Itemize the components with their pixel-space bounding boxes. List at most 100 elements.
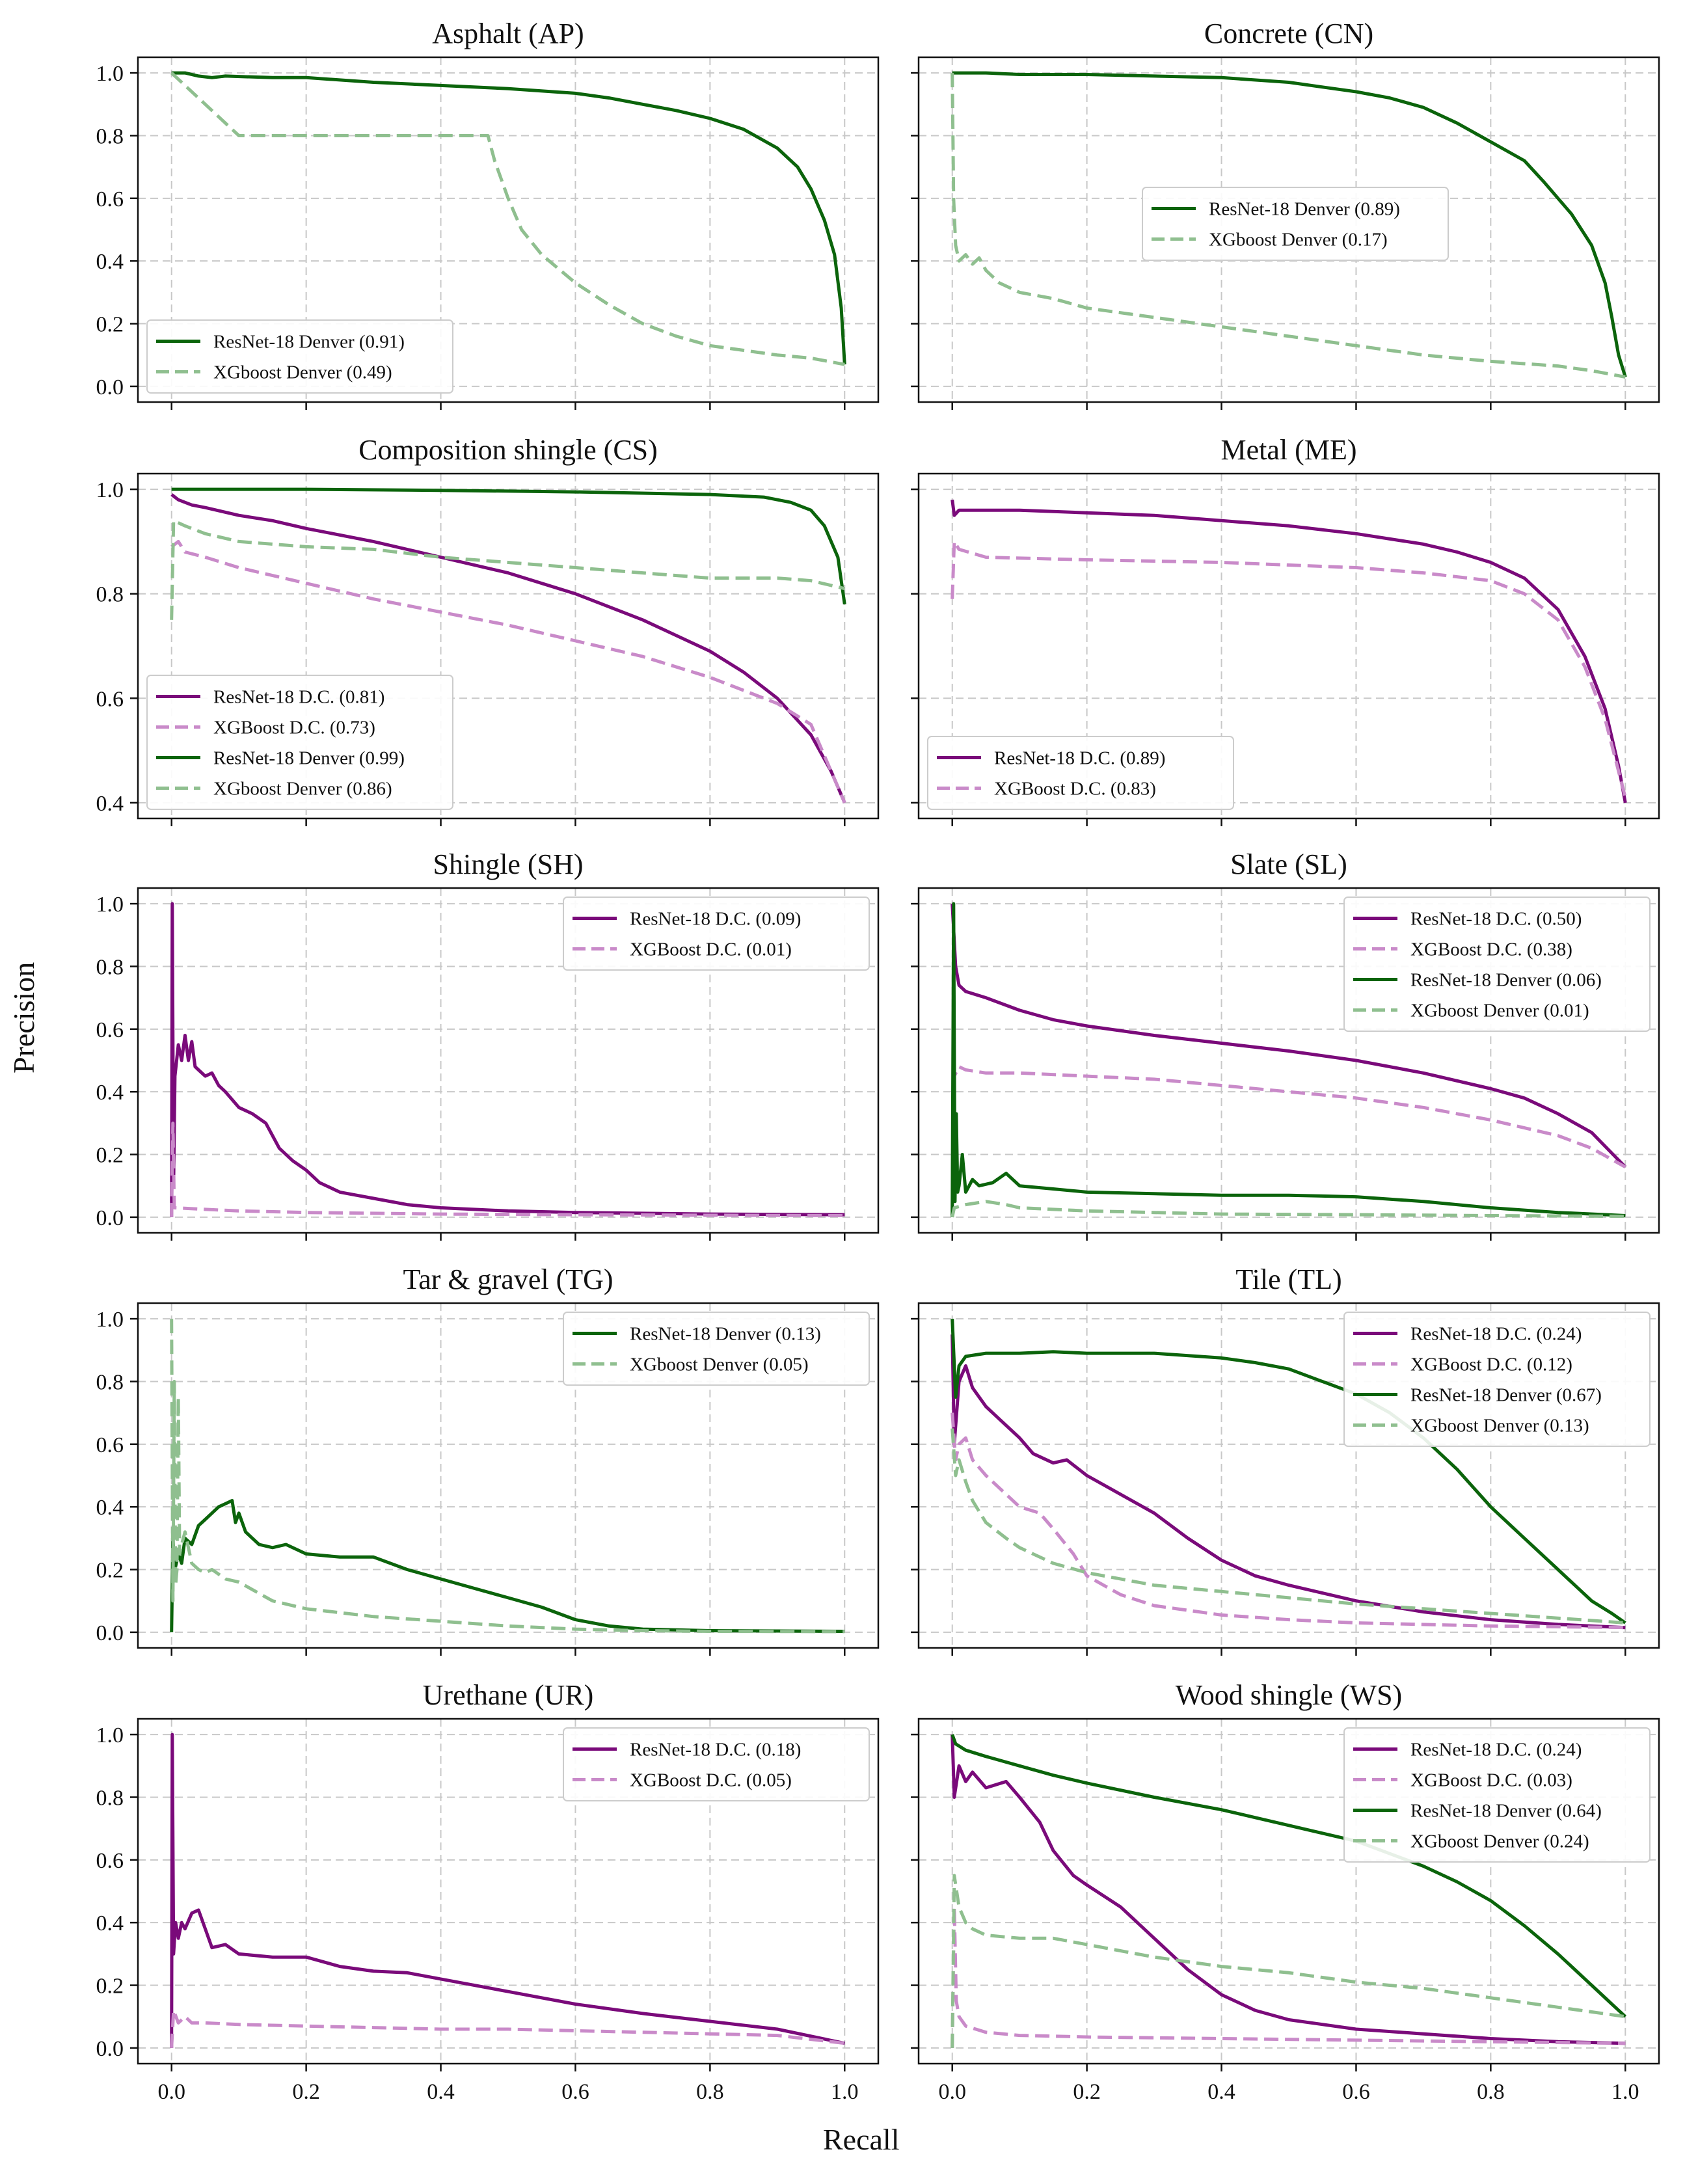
legend-label: XGBoost D.C. (0.05): [630, 1770, 792, 1791]
plot-frame: [137, 1718, 880, 2065]
plot-frame: [137, 1302, 880, 1649]
series-line: [950, 1200, 1626, 1218]
legend-label: ResNet-18 D.C. (0.18): [630, 1740, 801, 1760]
series-line: [950, 902, 1626, 1217]
series-line: [950, 1905, 1626, 2048]
y-tick-label: 0.8: [96, 124, 124, 148]
series-line: [950, 1412, 1626, 1630]
x-tick-label: 0.4: [1207, 2080, 1235, 2104]
y-tick-label: 0.4: [96, 250, 124, 274]
series-line: [950, 1734, 1627, 2018]
y-tick-label: 0.4: [96, 792, 124, 816]
plot-frame: [137, 887, 880, 1234]
series-line: [170, 1319, 845, 1634]
chart-panel: 0.0 0.2 0.4 0.6 0.8 1.0 Wood shingle (WS) ResNe…: [911, 1679, 1660, 2104]
series-line: [950, 1065, 1626, 1211]
chart-panel: 0.0 0.2 0.4 0.6 0.8 1.0 Asphalt (AP) ResNet-18 …: [96, 18, 880, 410]
legend-label: ResNet-18 Denver (0.99): [213, 748, 405, 769]
y-tick-label: 0.8: [96, 1786, 124, 1810]
chart-title: Asphalt (AP): [432, 18, 584, 49]
x-tick-label: 1.0: [1611, 2080, 1639, 2104]
x-tick-label: 0.4: [427, 2080, 455, 2104]
y-tick-label: 0.4: [96, 1496, 124, 1520]
plot-frame: [917, 1302, 1660, 1649]
legend-box: [1142, 187, 1449, 261]
series-line: [950, 1734, 1626, 2045]
legend-label: XGBoost D.C. (0.73): [213, 718, 375, 738]
x-tick-label: 0.8: [1477, 2080, 1505, 2104]
legend-label: XGBoost D.C. (0.01): [630, 939, 792, 960]
chart-title: Tar & gravel (TG): [403, 1263, 613, 1295]
chart-title: Metal (ME): [1221, 434, 1357, 466]
legend: ResNet-18 D.C. (0.09) XGBoost D.C. (0.01): [563, 897, 870, 971]
y-tick-label: 0.2: [96, 313, 124, 337]
y-tick-label: 0.2: [96, 1975, 124, 1999]
y-tick-label: 1.0: [96, 1723, 124, 1747]
y-tick-label: 1.0: [96, 893, 124, 917]
legend: ResNet-18 Denver (0.13) XGboost Denver (0…: [563, 1312, 870, 1386]
legend-label: ResNet-18 Denver (0.89): [1209, 199, 1400, 220]
plot-frame: [137, 56, 880, 403]
legend: ResNet-18 D.C. (0.89) XGBoost D.C. (0.83): [927, 736, 1234, 810]
plot-frame: [917, 472, 1660, 820]
legend-label: XGboost Denver (0.86): [213, 779, 392, 800]
series-line: [950, 539, 1627, 798]
chart-title: Tile (TL): [1235, 1263, 1341, 1295]
y-tick-label: 0.0: [96, 375, 124, 399]
legend: ResNet-18 Denver (0.91) XGboost Denver (0…: [146, 319, 453, 394]
y-tick-label: 0.0: [96, 2037, 124, 2061]
series-line: [170, 1732, 845, 2048]
series-line: [171, 71, 846, 365]
legend: ResNet-18 Denver (0.89) XGboost Denver (0…: [1142, 187, 1449, 261]
y-tick-label: 1.0: [96, 478, 124, 502]
legend-box: [563, 1727, 870, 1801]
legend-label: XGBoost D.C. (0.38): [1410, 939, 1572, 960]
x-tick-label: 0.2: [1073, 2080, 1101, 2104]
y-tick-label: 0.6: [96, 1433, 124, 1457]
legend-label: ResNet-18 D.C. (0.24): [1410, 1740, 1582, 1760]
y-tick-label: 1.0: [96, 1308, 124, 1332]
y-tick-label: 0.4: [96, 1911, 124, 1935]
plot-frame: [137, 472, 880, 820]
series-line: [170, 2008, 845, 2049]
legend: ResNet-18 D.C. (0.50) XGBoost D.C. (0.38)…: [1343, 897, 1651, 1032]
x-tick-label: 0.0: [938, 2080, 966, 2104]
legend-box: [927, 736, 1234, 810]
chart-title: Wood shingle (WS): [1176, 1679, 1402, 1711]
legend-label: ResNet-18 Denver (0.64): [1410, 1801, 1602, 1822]
plot-frame: [917, 1718, 1660, 2065]
x-axis-label: Recall: [823, 2123, 900, 2156]
series-line: [950, 1428, 1626, 1625]
y-tick-label: 0.4: [96, 1081, 124, 1105]
plot-frame: [917, 56, 1660, 403]
y-tick-label: 0.6: [96, 187, 124, 211]
legend-box: [146, 675, 453, 810]
y-tick-label: 1.0: [96, 62, 124, 86]
chart-title: Concrete (CN): [1204, 18, 1373, 49]
series-line: [950, 1318, 1626, 1625]
chart-title: Composition shingle (CS): [358, 434, 658, 466]
legend-label: ResNet-18 D.C. (0.81): [213, 687, 384, 708]
legend-label: ResNet-18 Denver (0.13): [630, 1324, 821, 1345]
legend-box: [1343, 897, 1651, 1032]
x-tick-label: 0.6: [561, 2080, 589, 2104]
series-line: [170, 539, 846, 803]
x-tick-label: 1.0: [831, 2080, 859, 2104]
y-tick-label: 0.6: [96, 1018, 124, 1042]
series-line: [170, 1499, 845, 1633]
legend-label: ResNet-18 D.C. (0.89): [994, 748, 1165, 769]
series-line: [170, 72, 845, 366]
legend-box: [563, 897, 870, 971]
y-tick-label: 0.2: [96, 1144, 124, 1168]
legend-box: [146, 319, 453, 394]
legend-box: [563, 1312, 870, 1386]
legend: ResNet-18 D.C. (0.24) XGBoost D.C. (0.12)…: [1343, 1312, 1651, 1447]
chart-panel: Slate (SL) ResNet-18 D.C. (0.50) XGBoost D…: [911, 848, 1660, 1241]
legend-label: XGboost Denver (0.24): [1410, 1831, 1589, 1852]
plot-frame: [917, 887, 1660, 1234]
legend-label: ResNet-18 D.C. (0.09): [630, 909, 801, 930]
y-axis-label: Precision: [7, 962, 40, 1073]
legend-label: XGboost Denver (0.01): [1410, 1001, 1589, 1021]
legend-box: [1343, 1727, 1651, 1863]
